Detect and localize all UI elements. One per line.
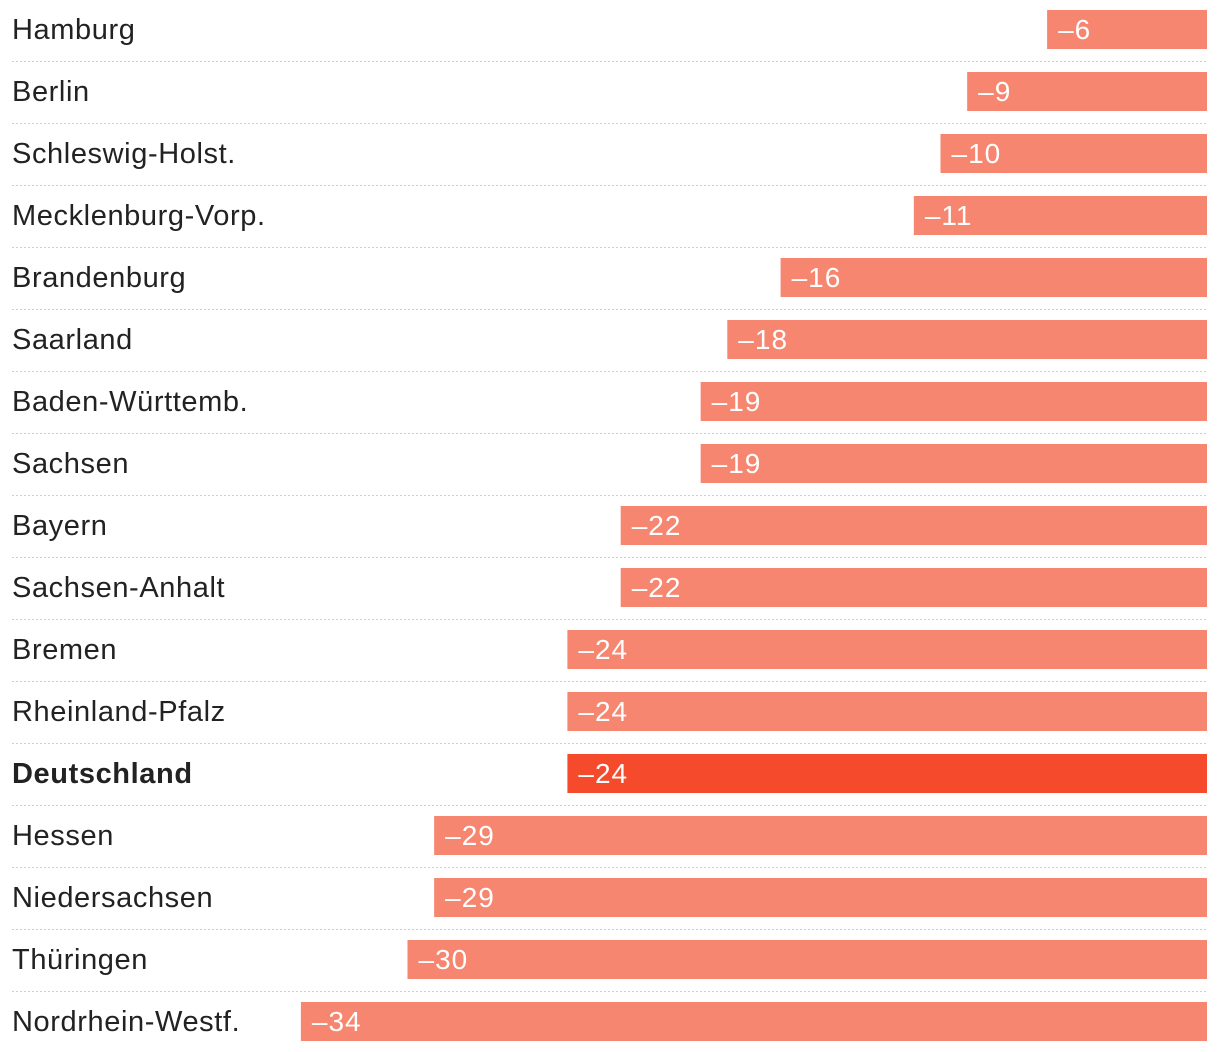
bar-rheinland-pfalz — [567, 692, 1207, 731]
value-label: –24 — [578, 634, 628, 665]
bar-schleswig-holst- — [940, 134, 1207, 173]
value-label: –22 — [632, 572, 682, 603]
category-label: Thüringen — [12, 944, 148, 976]
value-label: –34 — [312, 1006, 362, 1037]
bar-saarland — [727, 320, 1207, 359]
category-label: Sachsen-Anhalt — [12, 572, 225, 604]
bar-sachsen — [700, 444, 1207, 483]
category-label: Hessen — [12, 820, 114, 852]
value-label: –29 — [445, 882, 495, 913]
value-label: –11 — [925, 200, 973, 231]
value-label: –10 — [952, 138, 1002, 169]
category-label: Saarland — [12, 324, 133, 356]
bar-bremen — [567, 630, 1207, 669]
bar-hessen — [434, 816, 1207, 855]
value-label: –22 — [632, 510, 682, 541]
category-label: Bremen — [12, 634, 117, 666]
bar-berlin — [967, 72, 1207, 111]
category-label: Nordrhein-Westf. — [12, 1006, 240, 1038]
bar-brandenburg — [780, 258, 1207, 297]
bar-nordrhein-westf- — [300, 1002, 1207, 1041]
category-label: Schleswig-Holst. — [12, 138, 236, 170]
value-label: –6 — [1058, 14, 1091, 45]
category-label: Deutschland — [12, 758, 193, 790]
bar-thüringen — [407, 940, 1207, 979]
value-label: –9 — [978, 76, 1011, 107]
bar-hamburg — [1047, 10, 1207, 49]
category-label: Berlin — [12, 76, 90, 108]
value-label: –24 — [578, 758, 628, 789]
value-label: –19 — [712, 448, 762, 479]
value-label: –24 — [578, 696, 628, 727]
category-label: Mecklenburg-Vorp. — [12, 200, 266, 232]
value-label: –19 — [712, 386, 762, 417]
value-label: –29 — [445, 820, 495, 851]
bar-mecklenburg-vorp- — [913, 196, 1207, 235]
category-label: Sachsen — [12, 448, 129, 480]
value-label: –30 — [419, 944, 469, 975]
category-label: Baden-Württemb. — [12, 386, 248, 418]
category-label: Niedersachsen — [12, 882, 213, 914]
bar-bayern — [620, 506, 1207, 545]
category-label: Bayern — [12, 510, 108, 542]
category-label: Hamburg — [12, 14, 135, 46]
bar-deutschland — [567, 754, 1207, 793]
value-label: –16 — [792, 262, 842, 293]
bar-baden-württemb- — [700, 382, 1207, 421]
value-label: –18 — [738, 324, 788, 355]
bar-niedersachsen — [434, 878, 1207, 917]
bar-sachsen-anhalt — [620, 568, 1207, 607]
category-label: Rheinland-Pfalz — [12, 696, 226, 728]
category-label: Brandenburg — [12, 262, 186, 294]
